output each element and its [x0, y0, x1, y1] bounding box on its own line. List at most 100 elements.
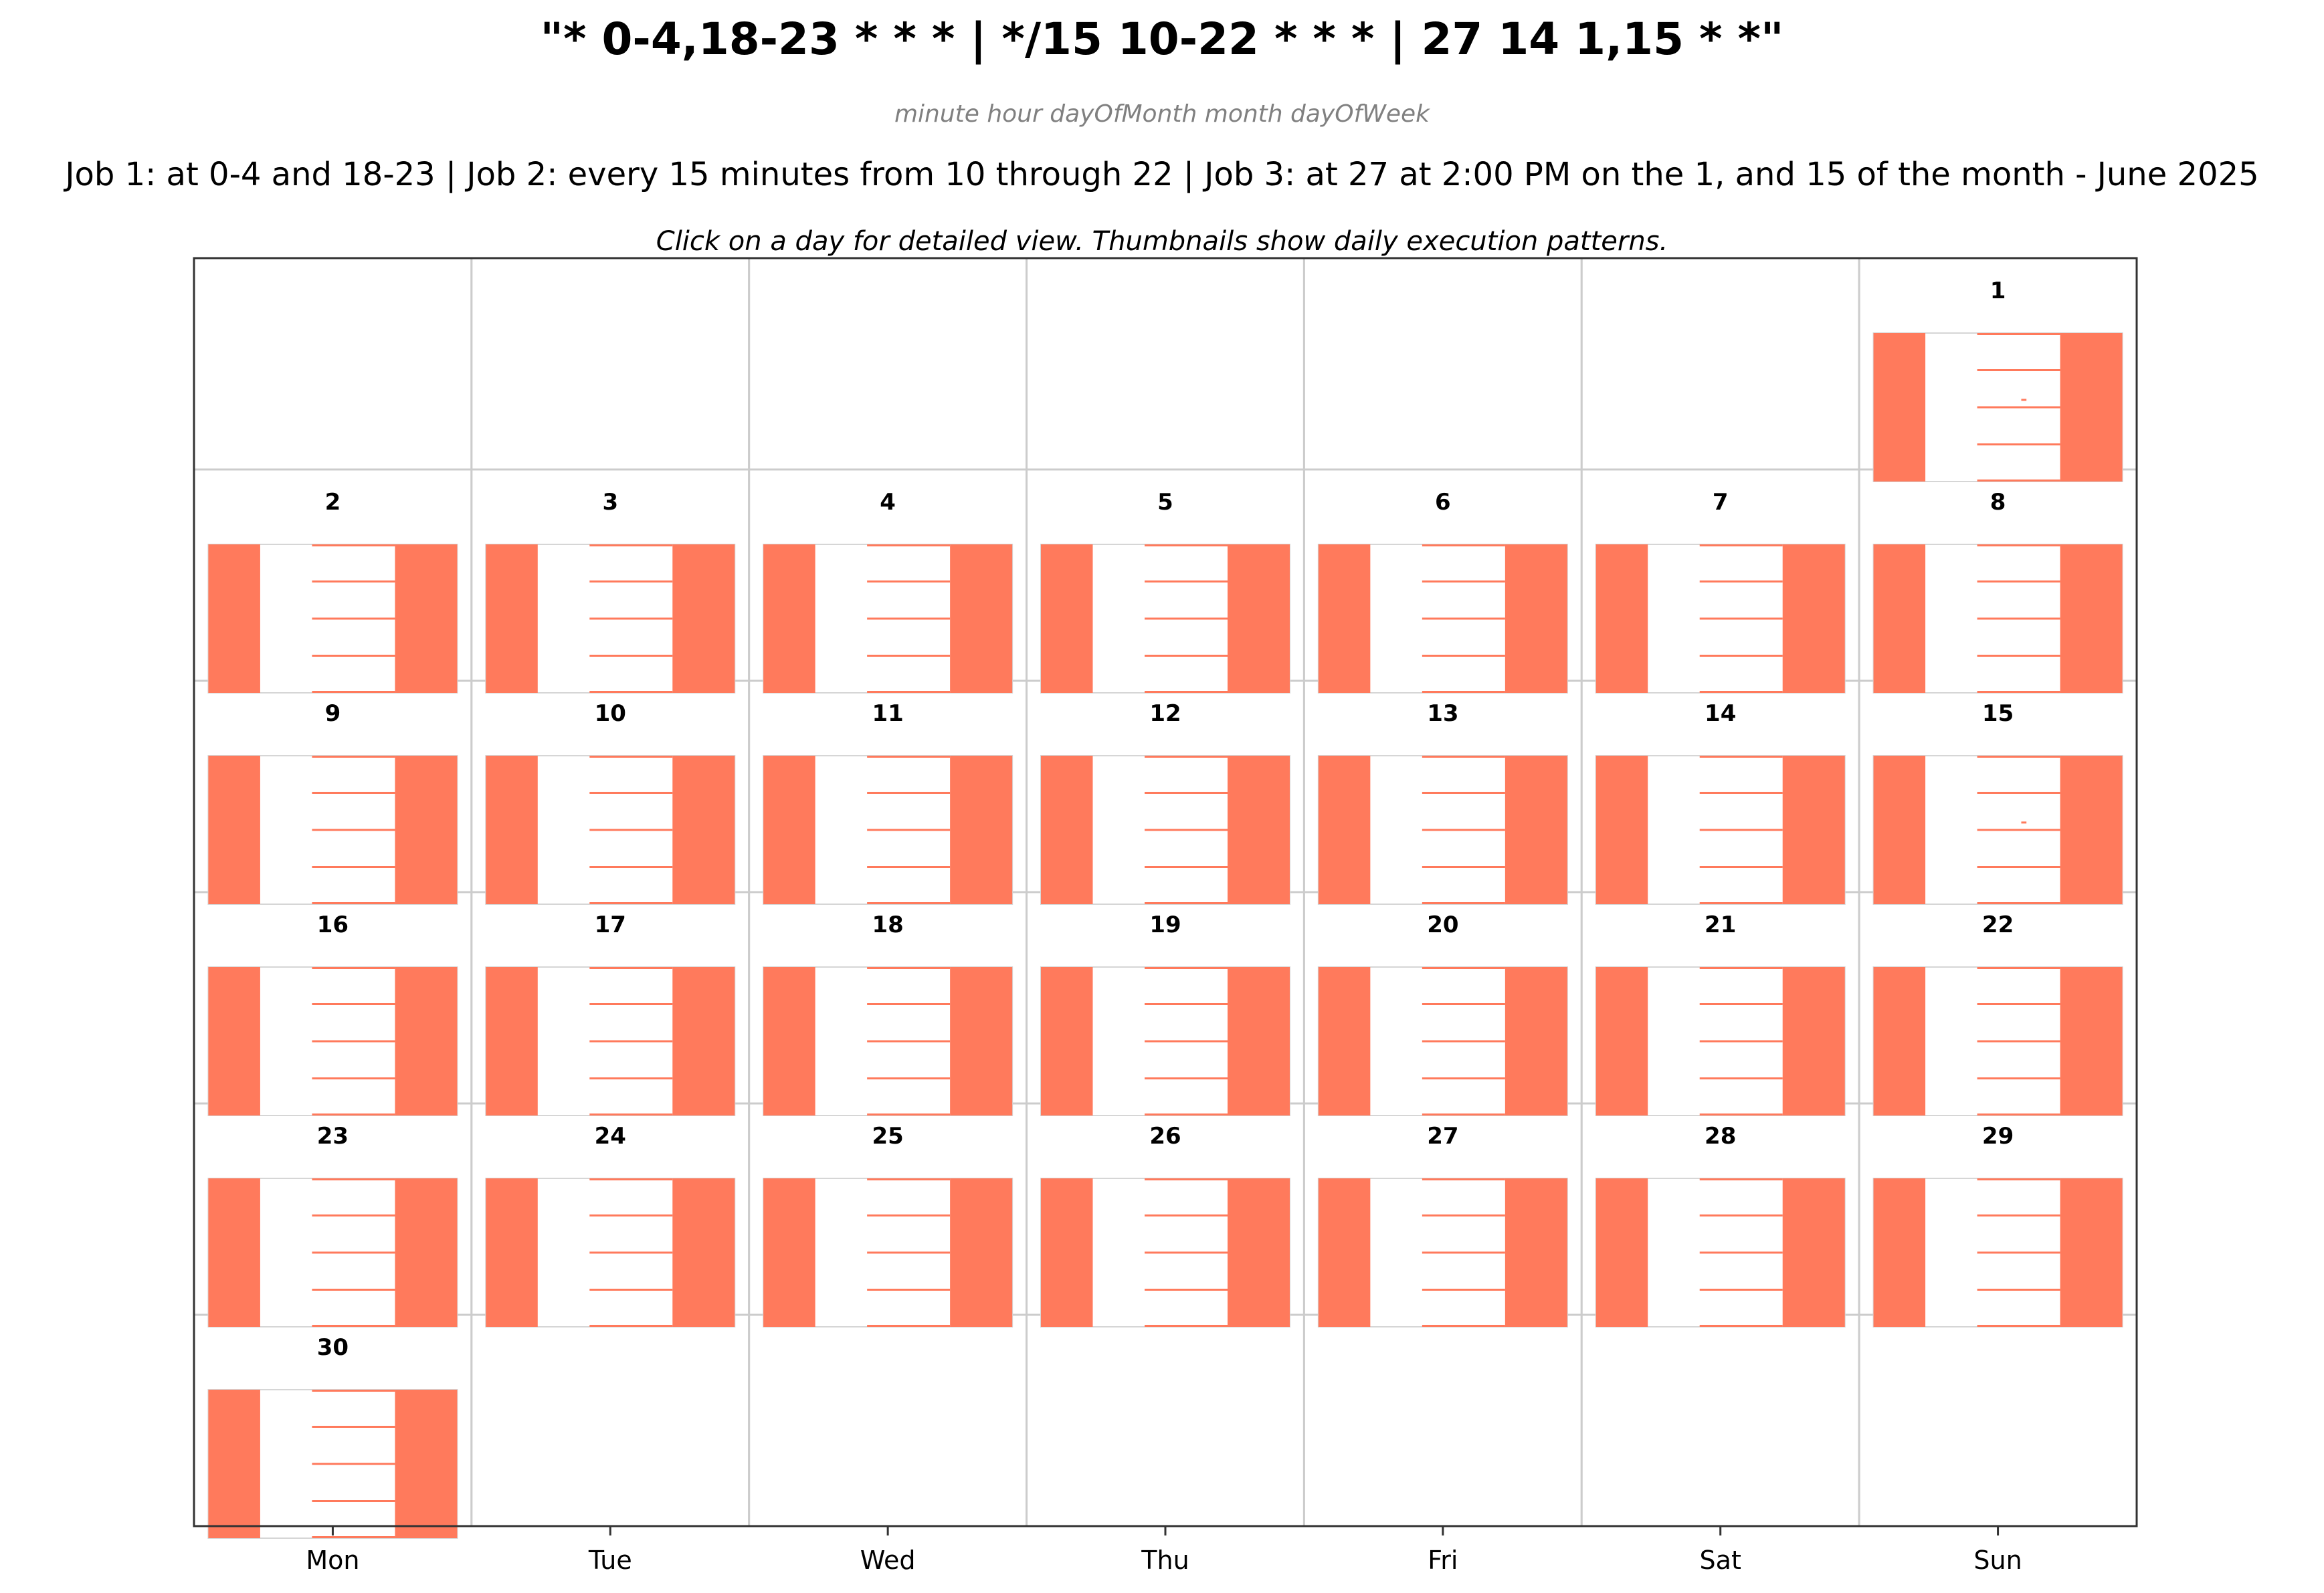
day-cell-26[interactable]: 26	[1040, 1123, 1290, 1328]
day-cell-11[interactable]: 11	[763, 700, 1013, 905]
day-cell-4[interactable]: 4	[763, 489, 1013, 694]
weekday-label-sun: Sun	[1973, 1546, 2022, 1575]
day-cell-10[interactable]: 10	[485, 700, 736, 905]
job1-execution-block	[1318, 544, 1371, 693]
job1-execution-block	[672, 1178, 735, 1327]
job1-execution-block	[208, 756, 260, 904]
job1-execution-block	[2060, 1178, 2123, 1327]
job1-execution-block	[208, 544, 260, 693]
day-number: 21	[1705, 912, 1736, 938]
job1-execution-block	[1041, 1178, 1093, 1327]
day-number: 30	[317, 1334, 349, 1361]
day-number: 26	[1149, 1123, 1181, 1150]
weekday-label-sat: Sat	[1700, 1546, 1741, 1575]
day-cell-30[interactable]: 30	[207, 1334, 458, 1539]
job1-execution-block	[1782, 1178, 1845, 1327]
job1-execution-block	[1782, 544, 1845, 693]
job1-execution-block	[486, 967, 538, 1116]
day-cell-18[interactable]: 18	[763, 912, 1013, 1116]
job1-execution-block	[486, 1178, 538, 1327]
job1-execution-block	[1228, 544, 1290, 693]
job1-execution-block	[1595, 756, 1648, 904]
day-cell-13[interactable]: 13	[1317, 700, 1568, 905]
day-cell-7[interactable]: 7	[1595, 489, 1846, 694]
day-number: 20	[1427, 912, 1458, 938]
job1-execution-block	[1873, 756, 1926, 904]
job1-execution-block	[208, 967, 260, 1116]
day-number: 5	[1157, 489, 1173, 516]
day-cell-8[interactable]: 8	[1872, 489, 2123, 694]
job1-execution-block	[672, 544, 735, 693]
calendar-cell	[1580, 257, 1860, 471]
job1-execution-block	[1318, 756, 1371, 904]
day-cell-23[interactable]: 23	[207, 1123, 458, 1328]
job1-execution-block	[950, 967, 1013, 1116]
day-cell-29[interactable]: 29	[1872, 1123, 2123, 1328]
day-number: 7	[1713, 489, 1729, 516]
job1-execution-block	[672, 967, 735, 1116]
day-cell-27[interactable]: 27	[1317, 1123, 1568, 1328]
day-cell-20[interactable]: 20	[1317, 912, 1568, 1116]
job1-execution-block	[1595, 544, 1648, 693]
job1-execution-block	[950, 1178, 1013, 1327]
job1-execution-block	[1228, 756, 1290, 904]
job1-execution-block	[395, 756, 458, 904]
day-number: 12	[1149, 700, 1181, 727]
day-cell-6[interactable]: 6	[1317, 489, 1568, 694]
day-number: 23	[317, 1123, 349, 1150]
day-number: 28	[1705, 1123, 1736, 1150]
job1-execution-block	[672, 756, 735, 904]
job1-execution-block	[1228, 1178, 1290, 1327]
job1-execution-block	[1595, 1178, 1648, 1327]
calendar-frame	[193, 257, 2138, 1527]
day-cell-5[interactable]: 5	[1040, 489, 1290, 694]
weekday-label-tue: Tue	[588, 1546, 632, 1575]
calendar-cell	[1026, 1313, 1305, 1527]
job1-execution-block	[2060, 756, 2123, 904]
job1-execution-block	[1505, 967, 1567, 1116]
day-cell-22[interactable]: 22	[1872, 912, 2123, 1116]
chart-subtitle: minute hour dayOfMonth month dayOfWeek	[894, 100, 1430, 128]
job1-execution-block	[1873, 967, 1926, 1116]
job1-execution-block	[2060, 967, 2123, 1116]
job1-execution-block	[1041, 544, 1093, 693]
day-cell-1[interactable]: 1	[1872, 278, 2123, 482]
day-cell-2[interactable]: 2	[207, 489, 458, 694]
day-number: 9	[325, 700, 341, 727]
calendar-cell	[470, 257, 751, 471]
day-cell-28[interactable]: 28	[1595, 1123, 1846, 1328]
job1-execution-block	[1041, 756, 1093, 904]
job1-execution-block	[2060, 333, 2123, 482]
day-cell-25[interactable]: 25	[763, 1123, 1013, 1328]
chart-title: "* 0-4,18-23 * * * | */15 10-22 * * * | …	[540, 13, 1784, 65]
job1-execution-block	[1318, 1178, 1371, 1327]
day-cell-12[interactable]: 12	[1040, 700, 1290, 905]
day-number: 19	[1149, 912, 1181, 938]
day-number: 11	[872, 700, 903, 727]
job1-execution-block	[1873, 333, 1926, 482]
weekday-label-thu: Thu	[1141, 1546, 1189, 1575]
day-cell-17[interactable]: 17	[485, 912, 736, 1116]
day-number: 3	[602, 489, 618, 516]
day-number: 22	[1982, 912, 2014, 938]
day-cell-15[interactable]: 15	[1872, 700, 2123, 905]
calendar-cell	[1858, 1313, 2138, 1527]
day-number: 14	[1705, 700, 1736, 727]
job1-execution-block	[395, 1178, 458, 1327]
job1-execution-block	[1505, 544, 1567, 693]
job1-execution-block	[1782, 967, 1845, 1116]
day-cell-21[interactable]: 21	[1595, 912, 1846, 1116]
day-number: 15	[1982, 700, 2014, 727]
day-cell-3[interactable]: 3	[485, 489, 736, 694]
job1-execution-block	[950, 544, 1013, 693]
day-cell-9[interactable]: 9	[207, 700, 458, 905]
day-cell-19[interactable]: 19	[1040, 912, 1290, 1116]
day-cell-24[interactable]: 24	[485, 1123, 736, 1328]
day-cell-16[interactable]: 16	[207, 912, 458, 1116]
job1-execution-block	[395, 1390, 458, 1538]
job1-execution-block	[208, 1390, 260, 1538]
job1-execution-block	[1318, 967, 1371, 1116]
day-cell-14[interactable]: 14	[1595, 700, 1846, 905]
job1-execution-block	[1228, 967, 1290, 1116]
